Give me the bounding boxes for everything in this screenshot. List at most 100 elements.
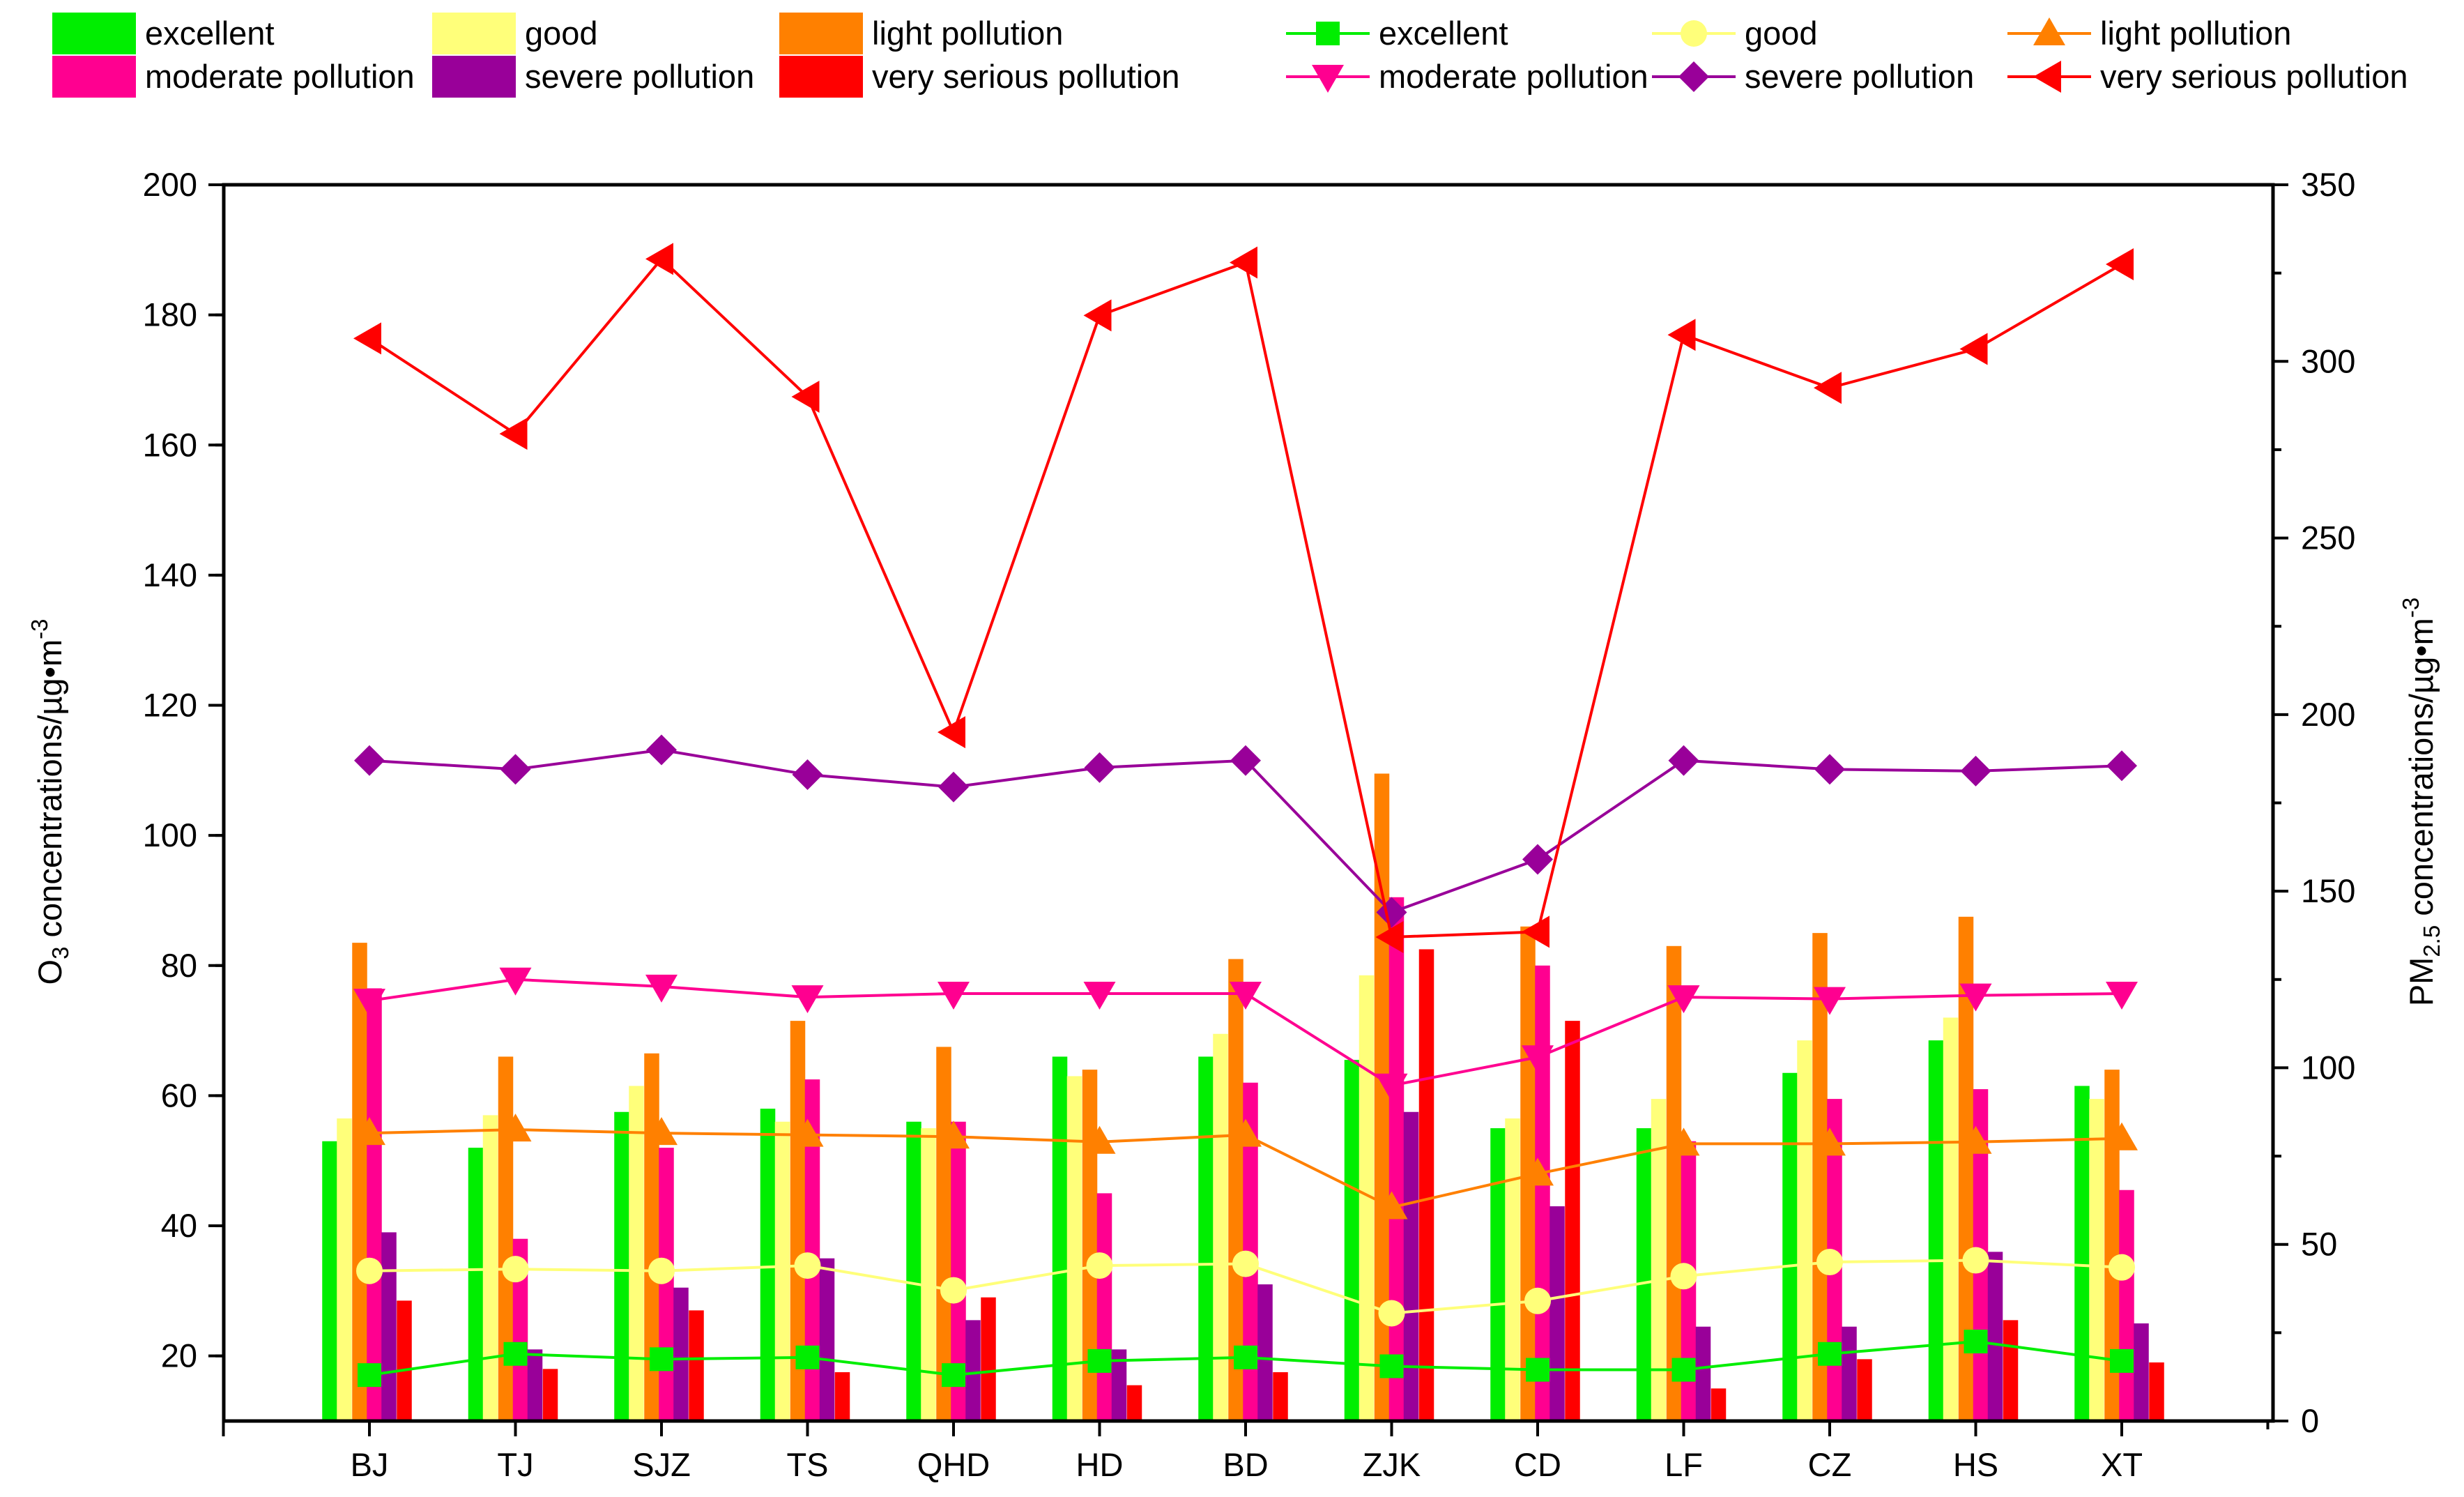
legend-label-line-severe-pollution: severe pollution <box>1745 58 1974 95</box>
point-good-tj <box>502 1256 529 1283</box>
left-axis-ticks: 20 40 60 80 100 120 140 160 180 200 <box>143 166 224 1374</box>
point-good-hs <box>1962 1247 1989 1274</box>
right-tick-label: 200 <box>2301 696 2355 733</box>
left-tick-label: 180 <box>143 296 197 333</box>
legend-marker-light-pollution <box>2033 17 2065 45</box>
left-tick-label: 100 <box>143 816 197 853</box>
x-tick-label-qhd: QHD <box>917 1446 990 1483</box>
right-tick-label: 0 <box>2301 1402 2319 1439</box>
x-tick-label-xt: XT <box>2101 1446 2143 1483</box>
left-tick-label: 140 <box>143 556 197 593</box>
bar-moderate-pollution-ts <box>804 1079 820 1421</box>
point-severe-pollution-ts <box>792 759 823 790</box>
bar-good-qhd <box>921 1128 936 1421</box>
point-light-pollution-hd <box>1083 1125 1116 1154</box>
bar-light-pollution-bd <box>1228 959 1244 1421</box>
x-tick-label-bj: BJ <box>351 1446 389 1483</box>
legend-swatch-bar-very-serious-pollution <box>779 56 863 98</box>
point-light-pollution-zjk <box>1375 1191 1408 1219</box>
point-moderate-pollution-qhd <box>938 982 970 1010</box>
point-good-cz <box>1816 1249 1843 1276</box>
point-excellent-cz <box>1818 1342 1842 1366</box>
bar-series-group <box>322 773 2164 1421</box>
point-severe-pollution-hd <box>1084 752 1115 783</box>
point-very-serious-pollution-hs <box>1959 333 1988 365</box>
x-tick-label-ts: TS <box>786 1446 828 1483</box>
point-light-pollution-sjz <box>645 1117 678 1146</box>
point-moderate-pollution-bd <box>1230 982 1262 1010</box>
point-excellent-tj <box>503 1342 528 1366</box>
point-excellent-bj <box>358 1363 381 1388</box>
point-light-pollution-cz <box>1814 1127 1846 1156</box>
bar-moderate-pollution-qhd <box>951 1121 966 1421</box>
point-good-bd <box>1232 1250 1259 1277</box>
left-tick-label: 60 <box>161 1077 197 1114</box>
right-tick-label: 300 <box>2301 342 2355 379</box>
x-tick-label-hd: HD <box>1076 1446 1124 1483</box>
point-moderate-pollution-bj <box>353 989 385 1017</box>
bar-good-zjk <box>1359 975 1375 1421</box>
bar-excellent-hs <box>1928 1040 1944 1421</box>
bar-severe-pollution-zjk <box>1403 1111 1419 1421</box>
point-light-pollution-ts <box>791 1118 824 1147</box>
legend-label-bar-severe-pollution: severe pollution <box>525 58 754 95</box>
bar-light-pollution-hd <box>1082 1070 1098 1421</box>
x-tick-label-sjz: SJZ <box>632 1446 691 1483</box>
bar-good-cz <box>1797 1040 1812 1421</box>
bar-severe-pollution-ts <box>819 1258 835 1421</box>
bar-very-serious-pollution-bd <box>1273 1372 1288 1421</box>
x-tick-label-cz: CZ <box>1808 1446 1852 1483</box>
bar-moderate-pollution-sjz <box>659 1148 674 1421</box>
bar-good-sjz <box>629 1086 644 1421</box>
bar-moderate-pollution-zjk <box>1388 897 1405 1421</box>
point-excellent-hd <box>1087 1348 1112 1373</box>
legend-label-line-good: good <box>1745 15 1818 52</box>
point-very-serious-pollution-zjk <box>1375 920 1404 953</box>
bar-very-serious-pollution-tj <box>542 1369 558 1421</box>
bar-moderate-pollution-xt <box>2119 1190 2134 1421</box>
bar-moderate-pollution-hd <box>1096 1193 1112 1421</box>
legend-swatch-bar-good <box>432 13 516 54</box>
bar-good-hs <box>1943 1017 1959 1421</box>
legend-label-bar-excellent: excellent <box>145 15 275 52</box>
point-very-serious-pollution-tj <box>499 418 528 450</box>
bar-severe-pollution-qhd <box>965 1320 981 1421</box>
bar-excellent-cd <box>1490 1128 1506 1421</box>
left-tick-label: 20 <box>161 1337 197 1374</box>
point-severe-pollution-hs <box>1960 755 1991 787</box>
point-very-serious-pollution-bd <box>1230 246 1257 279</box>
point-moderate-pollution-cz <box>1814 987 1846 1015</box>
point-good-sjz <box>648 1257 675 1284</box>
right-tick-label: 100 <box>2301 1049 2355 1086</box>
point-good-ts <box>794 1252 821 1279</box>
point-good-bj <box>356 1257 383 1284</box>
bar-very-serious-pollution-zjk <box>1418 949 1434 1421</box>
left-tick-label: 80 <box>161 947 197 984</box>
point-good-qhd <box>940 1277 967 1304</box>
right-axis-label: PM2.5 concentrations/µg•m-3 <box>2398 598 2444 1006</box>
bar-very-serious-pollution-qhd <box>981 1297 996 1421</box>
bar-excellent-xt <box>2074 1086 2090 1421</box>
bar-excellent-lf <box>1636 1128 1652 1421</box>
bar-severe-pollution-sjz <box>673 1287 689 1421</box>
x-tick-label-hs: HS <box>1953 1446 1998 1483</box>
right-tick-label: 150 <box>2301 872 2355 909</box>
bar-very-serious-pollution-cd <box>1565 1021 1580 1421</box>
legend-swatch-bar-severe-pollution <box>432 56 516 98</box>
point-very-serious-pollution-bj <box>353 322 381 355</box>
left-tick-label: 40 <box>161 1207 197 1244</box>
point-excellent-qhd <box>942 1363 965 1388</box>
point-very-serious-pollution-cz <box>1814 372 1842 404</box>
left-tick-label: 200 <box>143 166 197 203</box>
point-severe-pollution-bd <box>1230 745 1261 776</box>
x-tick-label-tj: TJ <box>497 1446 533 1483</box>
legend-swatch-bar-light-pollution <box>779 13 863 54</box>
bar-very-serious-pollution-bj <box>397 1300 412 1421</box>
point-light-pollution-tj <box>499 1114 532 1142</box>
line-very-serious-pollution <box>368 257 2123 939</box>
bar-moderate-pollution-tj <box>512 1238 528 1421</box>
point-severe-pollution-cd <box>1522 844 1553 875</box>
point-very-serious-pollution-ts <box>791 380 820 413</box>
point-severe-pollution-bj <box>354 745 385 776</box>
